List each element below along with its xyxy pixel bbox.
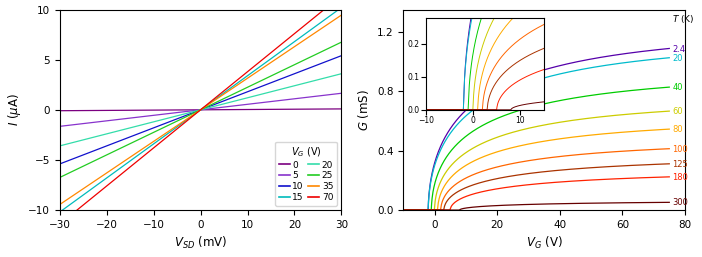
Text: 300: 300 <box>673 198 688 207</box>
Text: 80: 80 <box>673 125 683 134</box>
Legend: 0, 5, 10, 15, 20, 25, 35, 70: 0, 5, 10, 15, 20, 25, 35, 70 <box>275 142 337 206</box>
Text: 60: 60 <box>673 107 683 116</box>
Text: $T$ (K): $T$ (K) <box>673 13 695 24</box>
Text: 100: 100 <box>673 145 688 154</box>
Text: 125: 125 <box>673 160 688 169</box>
Y-axis label: $I$ ($\mu$A): $I$ ($\mu$A) <box>6 93 22 126</box>
X-axis label: $V_{SD}$ (mV): $V_{SD}$ (mV) <box>174 235 227 251</box>
Text: 180: 180 <box>673 173 688 182</box>
Text: 20: 20 <box>673 54 683 63</box>
Text: 40: 40 <box>673 83 683 92</box>
Y-axis label: $G$ (mS): $G$ (mS) <box>357 89 371 131</box>
Text: 2.4: 2.4 <box>673 45 686 54</box>
X-axis label: $V_G$ (V): $V_G$ (V) <box>526 235 562 251</box>
